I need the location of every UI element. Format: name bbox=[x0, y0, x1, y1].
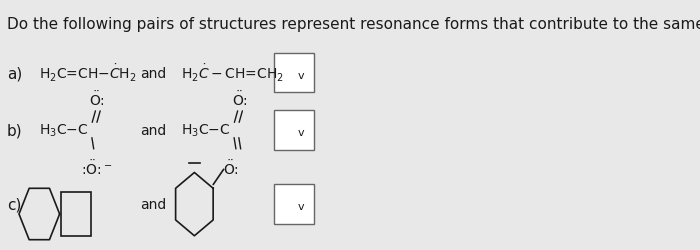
Text: b): b) bbox=[7, 123, 22, 138]
FancyBboxPatch shape bbox=[274, 111, 314, 150]
Text: $\ddot{\rm O}$:: $\ddot{\rm O}$: bbox=[232, 90, 248, 108]
Text: H$_2$C=CH$-\dot{C}$H$_2$: H$_2$C=CH$-\dot{C}$H$_2$ bbox=[38, 63, 136, 84]
Text: and: and bbox=[140, 197, 167, 211]
Text: and: and bbox=[140, 124, 167, 138]
Bar bbox=[61, 192, 91, 236]
Text: H$_3$C$-$C: H$_3$C$-$C bbox=[181, 122, 230, 138]
Text: v: v bbox=[298, 128, 304, 137]
Text: H$_3$C$-$C: H$_3$C$-$C bbox=[38, 122, 88, 138]
Text: v: v bbox=[298, 201, 304, 211]
Text: $\ddot{\rm O}$:: $\ddot{\rm O}$: bbox=[90, 90, 105, 108]
Text: a): a) bbox=[7, 66, 22, 81]
Text: v: v bbox=[298, 70, 304, 80]
Text: and: and bbox=[140, 66, 167, 80]
Text: H$_2\dot{C}-$CH=CH$_2$: H$_2\dot{C}-$CH=CH$_2$ bbox=[181, 63, 284, 84]
Text: $\ddot{\rm O}$:: $\ddot{\rm O}$: bbox=[223, 158, 239, 177]
Text: :$\ddot{\rm O}$:$^-$: :$\ddot{\rm O}$:$^-$ bbox=[80, 158, 112, 177]
FancyBboxPatch shape bbox=[274, 54, 314, 93]
Text: c): c) bbox=[7, 197, 21, 212]
Text: Do the following pairs of structures represent resonance forms that contribute t: Do the following pairs of structures rep… bbox=[7, 17, 700, 32]
FancyBboxPatch shape bbox=[274, 184, 314, 224]
